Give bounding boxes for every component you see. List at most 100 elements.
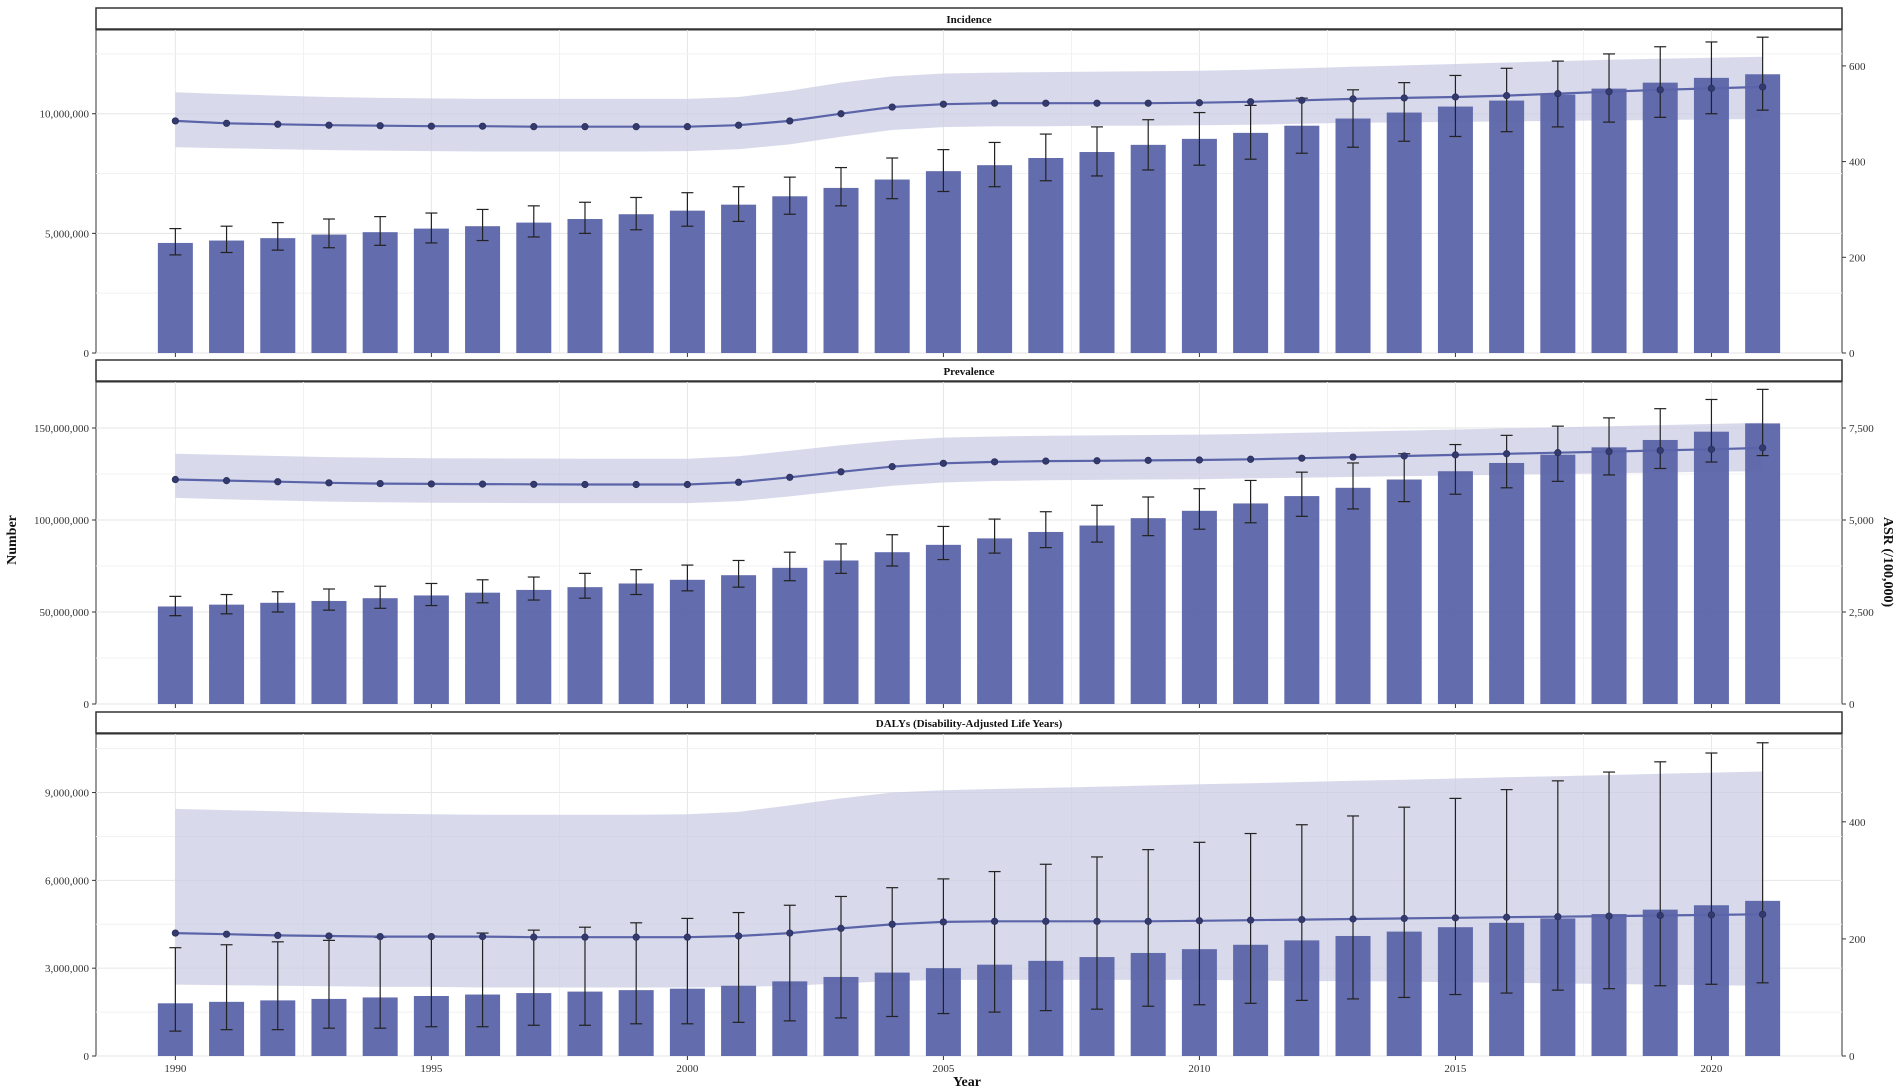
asr-point <box>1400 94 1408 102</box>
bar <box>1540 454 1576 704</box>
asr-point <box>1707 84 1716 92</box>
y-tick-label-left: 9,000,000 <box>45 788 90 800</box>
y-tick-label-right: 200 <box>1849 252 1866 264</box>
bar <box>721 575 757 704</box>
bar <box>1591 447 1627 704</box>
facet-strip <box>95 359 1843 382</box>
bar <box>1233 132 1269 353</box>
asr-point <box>581 123 589 131</box>
bar <box>567 219 603 353</box>
x-tick-label: 2000 <box>676 1063 699 1075</box>
facet-strip <box>95 7 1843 30</box>
asr-line <box>175 446 1763 486</box>
asr-point <box>274 120 282 128</box>
asr-point <box>325 121 333 129</box>
asr-point <box>1093 457 1101 465</box>
bar <box>1079 152 1115 353</box>
asr-point <box>1605 88 1613 96</box>
bar <box>772 567 808 704</box>
asr-point <box>1451 451 1460 459</box>
asr-point <box>734 932 743 940</box>
asr-point <box>683 123 691 131</box>
bar <box>1181 138 1217 353</box>
y-tick-label-right: 200 <box>1849 934 1866 946</box>
asr-point <box>1451 93 1460 101</box>
asr-point <box>581 933 589 941</box>
bar <box>362 232 398 353</box>
asr-point <box>1451 914 1460 922</box>
asr-point <box>1247 455 1255 463</box>
bar <box>413 595 449 704</box>
asr-point <box>274 478 282 486</box>
bar <box>1386 112 1422 354</box>
y-tick-label-left: 0 <box>84 348 90 360</box>
x-tick-label: 2005 <box>932 1063 955 1075</box>
asr-point <box>1759 910 1767 918</box>
bar <box>1642 439 1678 704</box>
asr-point <box>1656 446 1664 455</box>
bar <box>1437 471 1473 704</box>
bar <box>823 187 859 353</box>
asr-point <box>1400 452 1408 460</box>
asr-point <box>222 477 231 485</box>
asr-point <box>376 122 384 130</box>
asr-point <box>632 933 640 941</box>
asr-point <box>1298 454 1306 462</box>
bar <box>1335 487 1371 704</box>
asr-point <box>1400 914 1408 923</box>
bar <box>1130 518 1166 704</box>
asr-point <box>427 480 435 488</box>
asr-point <box>1503 913 1511 921</box>
y-axis-title-left: Number <box>5 515 20 565</box>
asr-point <box>1605 447 1613 456</box>
bar <box>311 234 347 353</box>
asr-point <box>1093 917 1101 925</box>
asr-point <box>478 122 487 130</box>
bar <box>1335 118 1371 353</box>
y-tick-label-right: 5,000 <box>1849 515 1874 527</box>
asr-point <box>939 459 947 467</box>
asr-point <box>888 463 896 471</box>
asr-point <box>991 99 999 107</box>
bar <box>413 228 449 353</box>
asr-point <box>222 119 231 127</box>
bar <box>209 240 245 353</box>
bar <box>1284 125 1320 353</box>
y-tick-label-right: 7,500 <box>1849 423 1874 435</box>
bar <box>874 179 910 353</box>
y-tick-label-left: 5,000,000 <box>45 228 90 240</box>
facet-title: DALYs (Disability-Adjusted Life Years) <box>876 718 1063 730</box>
bar <box>157 606 193 704</box>
bar <box>669 579 705 704</box>
facet-panel-2: Prevalence 0 50,000,000 100,000,000 150,000,… <box>34 359 1874 711</box>
bar <box>823 560 859 704</box>
y-tick-label-right: 2,500 <box>1849 607 1874 619</box>
asr-line <box>175 85 1763 128</box>
y-tick-label-right: 400 <box>1849 157 1866 169</box>
asr-point <box>1605 912 1613 920</box>
bar <box>311 600 347 704</box>
asr-point <box>939 918 947 926</box>
asr-point <box>786 929 794 937</box>
asr-point <box>376 479 384 488</box>
y-tick-label-right: 0 <box>1849 699 1855 711</box>
y-tick-label-left: 0 <box>84 1051 90 1063</box>
bar <box>925 171 961 353</box>
y-tick-label-left: 150,000,000 <box>34 423 90 435</box>
asr-point <box>786 117 794 125</box>
bar <box>1079 525 1115 704</box>
x-tick-label: 2010 <box>1188 1063 1211 1075</box>
bar <box>260 602 296 704</box>
asr-point <box>939 100 947 108</box>
asr-point <box>171 929 179 937</box>
asr-point <box>837 924 845 932</box>
bar <box>1437 106 1473 354</box>
asr-point <box>1298 915 1306 924</box>
asr-point <box>1042 917 1050 925</box>
facet-title: Prevalence <box>943 366 994 378</box>
facet-panels: Incidence 0 5,000,000 10,000,000 0 200 400 600 P… <box>34 7 1874 1075</box>
y-tick-label-left: 50,000,000 <box>40 607 90 619</box>
bar <box>1386 479 1422 704</box>
y-tick-label-right: 400 <box>1849 817 1866 829</box>
asr-point <box>683 480 691 489</box>
